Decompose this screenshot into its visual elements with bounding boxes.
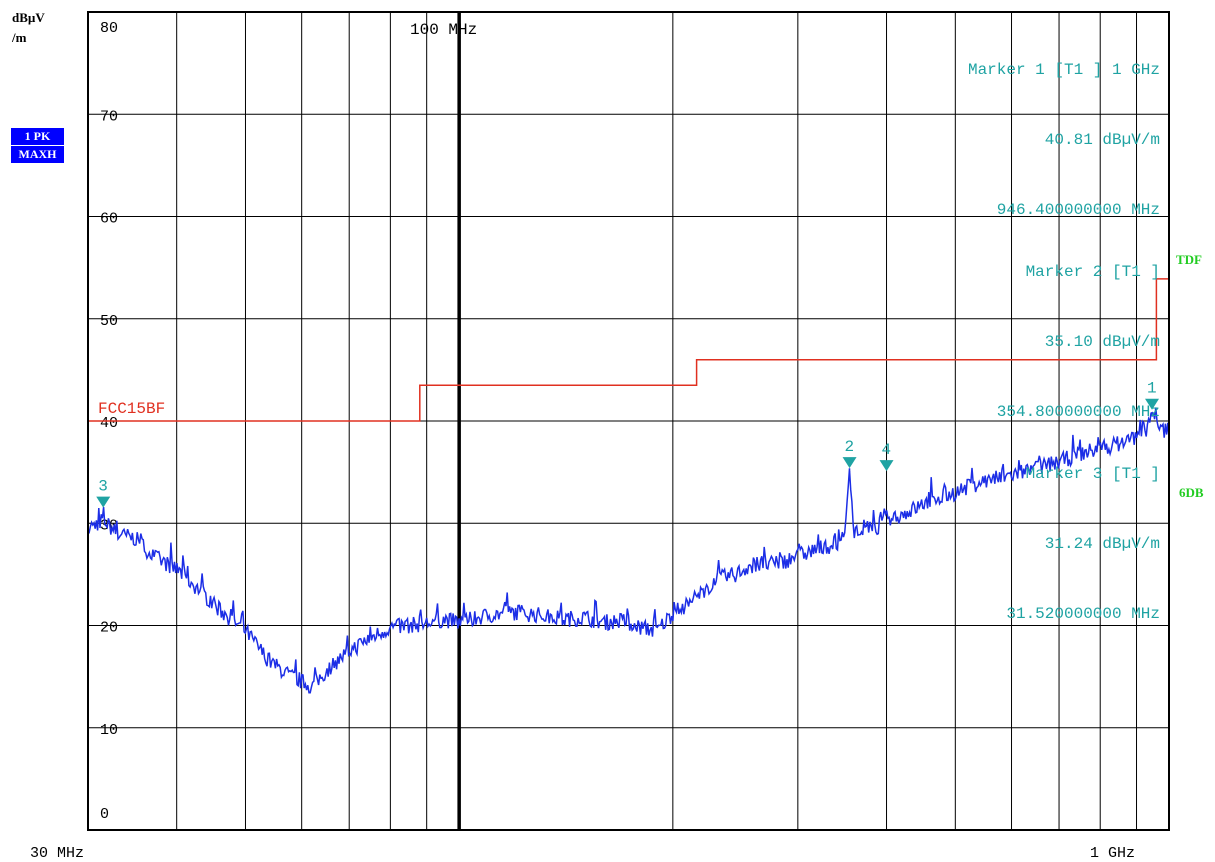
6db-tag: 6DB	[1179, 485, 1204, 500]
marker-1-frequency: 946.400000000 MHz	[996, 201, 1160, 219]
y-tick-80: 80	[100, 20, 118, 37]
y-unit-label-suffix: /m	[12, 30, 27, 45]
detector-badge: MAXH	[11, 146, 64, 163]
limit-line-series	[88, 278, 1169, 422]
measurement-trace-series	[87, 407, 1170, 694]
marker-3-level: 31.24 dBµV/m	[1044, 535, 1160, 553]
center-frequency-label: 100 MHz	[410, 21, 477, 39]
marker-4-label: 4	[882, 441, 892, 459]
y-tick-20: 20	[100, 620, 118, 637]
trace-mode-badge: 1 PK	[11, 128, 64, 145]
y-tick-40: 40	[100, 415, 118, 432]
limit-line-label: FCC15BF	[98, 400, 165, 418]
marker-1-title: Marker 1 [T1 ] 1 GHz	[967, 61, 1160, 79]
marker-1-label: 1	[1147, 380, 1157, 398]
marker-1-level: 40.81 dBµV/m	[1044, 131, 1160, 149]
y-tick-10: 10	[100, 722, 118, 739]
trace-line	[87, 407, 1170, 694]
start-frequency-label: 30 MHz	[30, 845, 85, 862]
marker-2-level: 35.10 dBµV/m	[1044, 333, 1160, 351]
marker-2-label: 2	[845, 438, 855, 456]
marker-readout-panel: Marker 1 [T1 ] 1 GHz 40.81 dBµV/m 946.40…	[968, 20, 1160, 644]
marker-3-label: 3	[98, 478, 108, 496]
y-tick-0: 0	[100, 806, 109, 823]
y-tick-60: 60	[100, 211, 118, 228]
y-tick-70: 70	[100, 108, 118, 125]
y-tick-50: 50	[100, 313, 118, 330]
plot-frame	[87, 11, 1170, 831]
marker-3-triangle	[96, 496, 111, 508]
stop-frequency-label: 1 GHz	[1090, 845, 1136, 862]
marker-layer: 1 2 3 4	[96, 380, 1160, 508]
limit-line	[88, 278, 1169, 422]
tdf-tag: TDF	[1176, 252, 1202, 267]
marker-2-title: Marker 2 [T1 ]	[1025, 263, 1160, 281]
marker-3-title: Marker 3 [T1 ]	[1025, 465, 1160, 483]
marker-2-frequency: 354.800000000 MHz	[996, 403, 1160, 421]
marker-2-triangle	[842, 457, 857, 469]
marker-1-triangle	[1145, 398, 1160, 410]
grid-lines	[88, 12, 1169, 830]
marker-4-triangle	[879, 460, 894, 472]
marker-3-frequency: 31.520000000 MHz	[1006, 605, 1160, 623]
y-unit-label: dBµV	[12, 10, 45, 25]
